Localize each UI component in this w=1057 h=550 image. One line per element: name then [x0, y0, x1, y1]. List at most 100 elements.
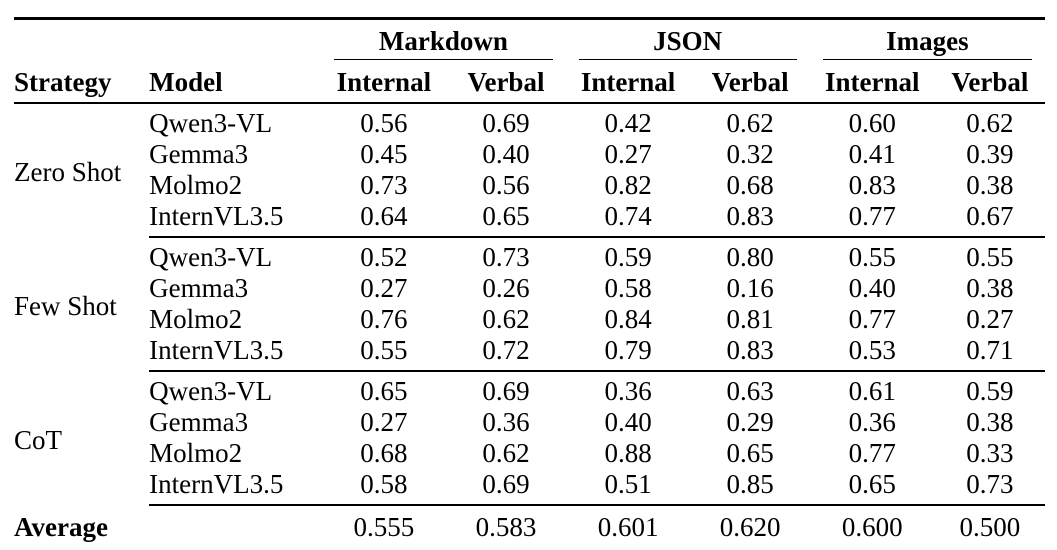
value-cell: 0.16 [726, 273, 774, 303]
value-cell: 0.39 [966, 139, 1014, 169]
value-cell: 0.38 [966, 170, 1014, 200]
value-cell: 0.80 [726, 242, 774, 272]
column-group-markdown: Markdown [321, 19, 565, 60]
value-cell: 0.73 [360, 170, 408, 200]
subheader-row: Strategy Model Internal Verbal Internal … [14, 60, 1045, 104]
images-internal-header: Internal [809, 60, 935, 104]
column-group-json-label: JSON [578, 26, 797, 60]
model-cell: Gemma3 [149, 273, 249, 303]
model-cell: InternVL3.5 [149, 201, 322, 238]
strategy-column-header: Strategy [14, 60, 150, 104]
value-cell: 0.62 [482, 438, 530, 468]
value-cell: 0.81 [726, 304, 774, 334]
value-cell: 0.67 [934, 201, 1045, 238]
value-cell: 0.62 [966, 108, 1014, 138]
value-cell: 0.36 [482, 407, 530, 437]
value-cell: 0.58 [321, 469, 447, 506]
value-cell: 0.68 [726, 170, 774, 200]
table-row: Average 0.555 0.583 0.601 0.620 0.600 0.… [14, 505, 1045, 550]
table-row: Few Shot Qwen3-VL 0.52 0.73 0.59 0.80 0.… [14, 237, 1045, 321]
value-cell: 0.40 [848, 273, 896, 303]
model-cell: Gemma3 [149, 139, 249, 169]
table-row: Gemma3 0.27 0.36 0.40 0.29 0.36 0.38 [14, 407, 1045, 438]
column-group-images: Images [810, 19, 1045, 60]
column-group-json: JSON [566, 19, 810, 60]
value-cell: 0.65 [726, 438, 774, 468]
model-cell: Molmo2 [149, 170, 243, 200]
value-cell: 0.41 [848, 139, 896, 169]
value-cell: 0.56 [482, 170, 530, 200]
value-cell: 0.45 [360, 139, 408, 169]
value-cell: 0.40 [604, 407, 652, 437]
value-cell: 0.38 [966, 273, 1014, 303]
value-cell: 0.33 [966, 438, 1014, 468]
value-cell: 0.27 [966, 304, 1014, 334]
json-internal-header: Internal [565, 60, 691, 104]
value-cell: 0.77 [809, 201, 935, 238]
average-value-cell: 0.600 [841, 512, 903, 542]
value-cell: 0.71 [934, 335, 1045, 372]
value-cell: 0.83 [848, 170, 896, 200]
value-cell: 0.27 [360, 407, 408, 437]
few-shot-block: Few Shot Qwen3-VL 0.52 0.73 0.59 0.80 0.… [14, 237, 1045, 372]
value-cell: 0.36 [848, 407, 896, 437]
value-cell: 0.59 [604, 242, 652, 272]
value-cell: 0.53 [809, 335, 935, 372]
value-cell: 0.69 [482, 376, 530, 406]
cot-block: CoT Qwen3-VL 0.65 0.69 0.36 0.63 0.61 0.… [14, 371, 1045, 506]
average-label: Average [14, 512, 108, 542]
value-cell: 0.55 [966, 242, 1014, 272]
average-row: Average 0.555 0.583 0.601 0.620 0.600 0.… [14, 505, 1045, 550]
images-verbal-header: Verbal [934, 60, 1045, 104]
value-cell: 0.77 [848, 438, 896, 468]
table-row: Molmo2 0.68 0.62 0.88 0.65 0.77 0.33 [14, 438, 1045, 469]
value-cell: 0.76 [360, 304, 408, 334]
value-cell: 0.73 [934, 469, 1045, 506]
value-cell: 0.60 [848, 108, 896, 138]
table-header: Markdown JSON Images Strategy Model Inte… [14, 19, 1045, 104]
strategy-cell: CoT [14, 424, 63, 455]
value-cell: 0.38 [966, 407, 1014, 437]
model-cell: Qwen3-VL [149, 242, 273, 272]
value-cell: 0.59 [966, 376, 1014, 406]
model-cell: InternVL3.5 [149, 335, 322, 372]
value-cell: 0.52 [360, 242, 408, 272]
value-cell: 0.42 [604, 108, 652, 138]
value-cell: 0.74 [565, 201, 691, 238]
json-verbal-header: Verbal [690, 60, 810, 104]
value-cell: 0.56 [360, 108, 408, 138]
value-cell: 0.62 [726, 108, 774, 138]
table-row: Molmo2 0.76 0.62 0.84 0.81 0.77 0.27 [14, 304, 1045, 335]
table-row: InternVL3.5 0.55 0.72 0.79 0.83 0.53 0.7… [14, 335, 1045, 372]
value-cell: 0.27 [604, 139, 652, 169]
value-cell: 0.32 [726, 139, 774, 169]
average-value-cell: 0.620 [719, 512, 781, 542]
model-column-header: Model [149, 60, 322, 104]
value-cell: 0.51 [565, 469, 691, 506]
results-table: Markdown JSON Images Strategy Model Inte… [14, 17, 1045, 550]
value-cell: 0.77 [848, 304, 896, 334]
model-cell: Qwen3-VL [149, 108, 273, 138]
value-cell: 0.65 [446, 201, 566, 238]
value-cell: 0.88 [604, 438, 652, 468]
value-cell: 0.79 [565, 335, 691, 372]
value-cell: 0.62 [482, 304, 530, 334]
value-cell: 0.83 [690, 201, 810, 238]
markdown-verbal-header: Verbal [446, 60, 566, 104]
model-cell: InternVL3.5 [149, 469, 322, 506]
strategy-cell: Few Shot [14, 290, 117, 321]
header-spacer [14, 19, 321, 61]
value-cell: 0.84 [604, 304, 652, 334]
value-cell: 0.65 [809, 469, 935, 506]
average-value-cell: 0.555 [353, 512, 415, 542]
value-cell: 0.68 [360, 438, 408, 468]
model-cell: Molmo2 [149, 438, 243, 468]
value-cell: 0.73 [482, 242, 530, 272]
value-cell: 0.36 [604, 376, 652, 406]
value-cell: 0.63 [726, 376, 774, 406]
value-cell: 0.27 [360, 273, 408, 303]
value-cell: 0.64 [321, 201, 447, 238]
strategy-cell: Zero Shot [14, 157, 122, 187]
table-row: Molmo2 0.73 0.56 0.82 0.68 0.83 0.38 [14, 170, 1045, 201]
